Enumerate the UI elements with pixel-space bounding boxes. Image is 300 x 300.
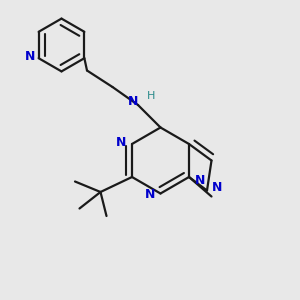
Text: N: N — [128, 95, 138, 108]
Text: N: N — [116, 136, 127, 149]
Text: H: H — [146, 91, 155, 101]
Text: N: N — [212, 181, 223, 194]
Text: N: N — [24, 50, 35, 63]
Text: N: N — [195, 173, 206, 187]
Text: N: N — [145, 188, 155, 202]
